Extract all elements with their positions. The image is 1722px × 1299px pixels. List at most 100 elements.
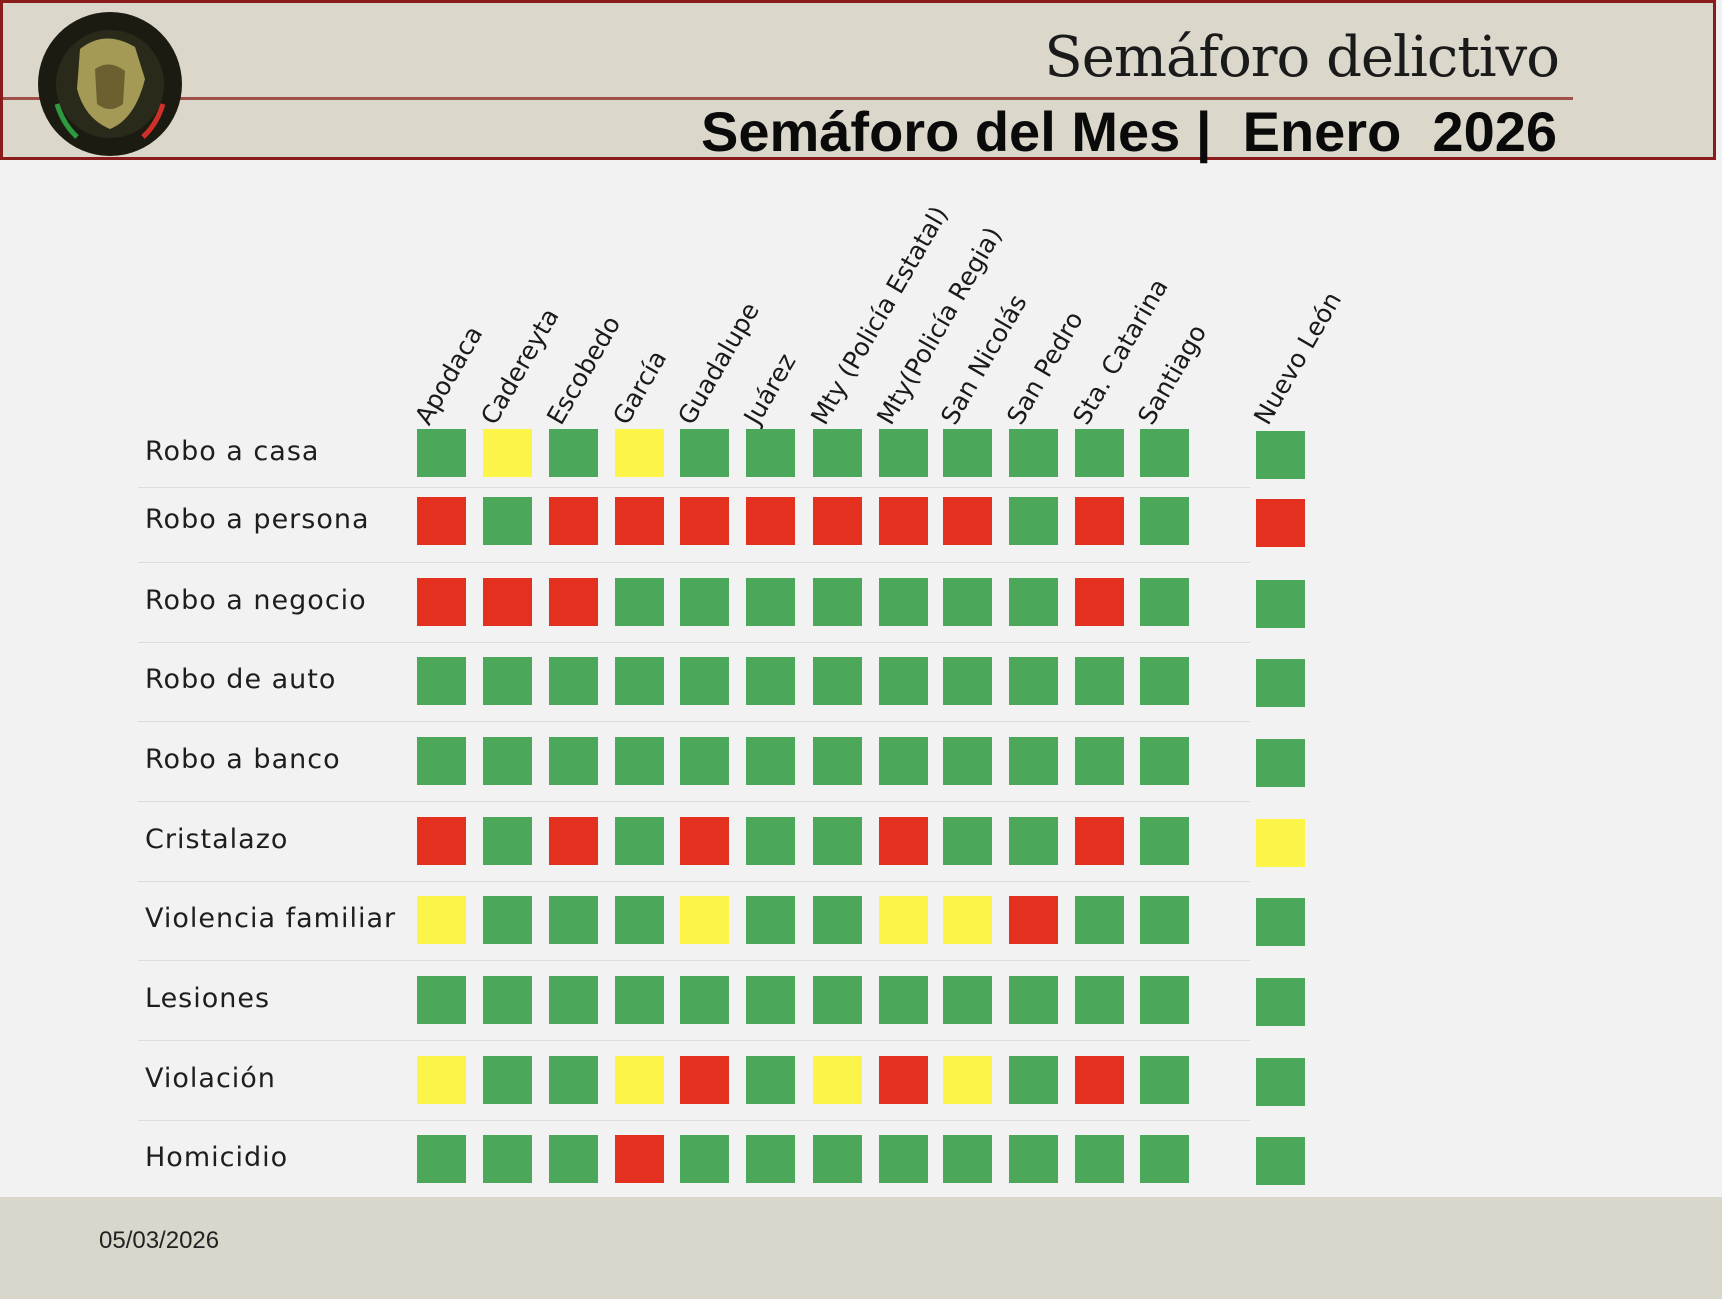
semaforo-cell-green (549, 737, 598, 785)
semaforo-total-cell-yellow (1256, 819, 1305, 867)
semaforo-cell-red (417, 497, 466, 545)
semaforo-cell-red (1075, 817, 1124, 865)
semaforo-cell-green (1140, 657, 1189, 705)
semaforo-cell-green (1140, 896, 1189, 944)
semaforo-cell-green (1075, 429, 1124, 477)
semaforo-cell-green (943, 1135, 992, 1183)
semaforo-cell-green (1075, 896, 1124, 944)
semaforo-cell-green (483, 657, 532, 705)
row-separator (138, 1120, 1250, 1121)
semaforo-cell-green (813, 1135, 862, 1183)
semaforo-cell-red (879, 817, 928, 865)
semaforo-total-cell-green (1256, 739, 1305, 787)
semaforo-cell-green (1009, 737, 1058, 785)
semaforo-total-cell-green (1256, 431, 1305, 479)
semaforo-cell-green (1140, 1056, 1189, 1104)
semaforo-cell-green (879, 657, 928, 705)
semaforo-total-cell-green (1256, 898, 1305, 946)
row-label: Cristalazo (145, 824, 289, 855)
row-separator (138, 487, 1250, 488)
semaforo-cell-green (417, 657, 466, 705)
semaforo-cell-green (417, 1135, 466, 1183)
semaforo-total-cell-green (1256, 1058, 1305, 1106)
semaforo-cell-green (417, 429, 466, 477)
header-divider (3, 97, 1573, 100)
row-separator (138, 801, 1250, 802)
semaforo-cell-green (746, 657, 795, 705)
column-label: Juárez (738, 348, 802, 430)
semaforo-cell-yellow (943, 1056, 992, 1104)
semaforo-cell-red (549, 817, 598, 865)
semaforo-cell-green (549, 976, 598, 1024)
semaforo-cell-yellow (615, 1056, 664, 1104)
semaforo-cell-green (879, 976, 928, 1024)
semaforo-cell-yellow (615, 429, 664, 477)
semaforo-cell-yellow (417, 1056, 466, 1104)
footer-date: 05/03/2026 (99, 1227, 220, 1254)
semaforo-cell-green (483, 976, 532, 1024)
semaforo-cell-green (943, 657, 992, 705)
semaforo-cell-green (813, 737, 862, 785)
row-label: Homicidio (145, 1142, 289, 1173)
semaforo-cell-green (1075, 657, 1124, 705)
semaforo-cell-green (680, 578, 729, 626)
semaforo-cell-green (879, 737, 928, 785)
semaforo-cell-green (746, 896, 795, 944)
semaforo-cell-green (943, 976, 992, 1024)
semaforo-total-cell-green (1256, 978, 1305, 1026)
semaforo-cell-green (417, 737, 466, 785)
semaforo-cell-red (879, 497, 928, 545)
header-banner: Semáforo delictivo Semáforo del Mes | En… (0, 0, 1716, 163)
semaforo-cell-red (1075, 578, 1124, 626)
semaforo-cell-green (615, 657, 664, 705)
column-label-total: Nuevo León (1248, 286, 1348, 430)
semaforo-cell-green (483, 737, 532, 785)
semaforo-cell-green (746, 1056, 795, 1104)
semaforo-cell-green (1140, 976, 1189, 1024)
row-label: Robo a persona (145, 504, 370, 535)
semaforo-cell-green (813, 896, 862, 944)
row-separator (138, 642, 1250, 643)
semaforo-cell-green (1009, 976, 1058, 1024)
semaforo-cell-green (1140, 497, 1189, 545)
semaforo-cell-green (813, 578, 862, 626)
semaforo-cell-red (549, 497, 598, 545)
page-subtitle: Semáforo del Mes | Enero 2026 (701, 100, 1557, 163)
semaforo-cell-green (1075, 737, 1124, 785)
semaforo-cell-green (879, 578, 928, 626)
semaforo-cell-yellow (417, 896, 466, 944)
semaforo-cell-green (549, 1135, 598, 1183)
semaforo-cell-green (813, 817, 862, 865)
semaforo-cell-green (549, 896, 598, 944)
row-separator (138, 960, 1250, 961)
semaforo-cell-green (483, 1135, 532, 1183)
semaforo-cell-green (549, 429, 598, 477)
semaforo-cell-red (1075, 1056, 1124, 1104)
semaforo-cell-red (483, 578, 532, 626)
semaforo-cell-green (943, 817, 992, 865)
semaforo-cell-red (680, 1056, 729, 1104)
semaforo-cell-red (1075, 497, 1124, 545)
semaforo-cell-green (943, 429, 992, 477)
fiscalia-logo-icon (38, 12, 182, 156)
semaforo-cell-green (1009, 657, 1058, 705)
semaforo-total-cell-green (1256, 1137, 1305, 1185)
semaforo-cell-green (879, 429, 928, 477)
semaforo-cell-green (615, 896, 664, 944)
semaforo-cell-green (746, 429, 795, 477)
semaforo-cell-green (813, 429, 862, 477)
semaforo-cell-red (549, 578, 598, 626)
semaforo-cell-green (879, 1135, 928, 1183)
semaforo-cell-green (615, 976, 664, 1024)
semaforo-cell-red (879, 1056, 928, 1104)
row-label: Robo a banco (145, 744, 341, 775)
footer-bar: 05/03/2026 (0, 1197, 1722, 1299)
semaforo-cell-green (1009, 1135, 1058, 1183)
semaforo-cell-green (746, 817, 795, 865)
column-label: García (607, 345, 673, 430)
semaforo-cell-yellow (943, 896, 992, 944)
semaforo-cell-green (483, 1056, 532, 1104)
semaforo-cell-green (680, 976, 729, 1024)
semaforo-cell-yellow (483, 429, 532, 477)
semaforo-cell-green (549, 1056, 598, 1104)
